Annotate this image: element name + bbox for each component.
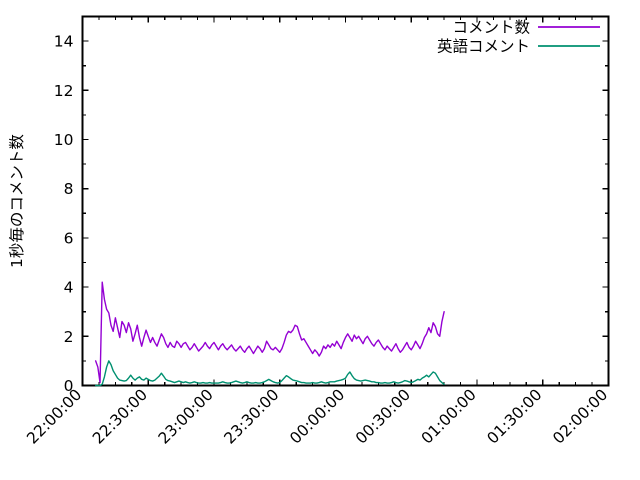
y-tick-label: 2 xyxy=(64,328,74,346)
y-tick-label: 14 xyxy=(54,33,74,51)
y-tick-label: 4 xyxy=(64,279,74,297)
y-tick-label: 12 xyxy=(54,82,74,100)
series-line-english-comments xyxy=(94,360,445,387)
x-tick-label: 01:00:00 xyxy=(418,386,480,448)
legend-label: 英語コメント xyxy=(437,38,530,56)
plot-frame xyxy=(81,15,610,387)
x-tick-label: 22:00:00 xyxy=(23,386,85,448)
x-tick-label: 22:30:00 xyxy=(89,386,151,448)
x-axis-tick-labels: 22:00:00 22:30:00 23:00:00 23:30:00 00:00:00… xyxy=(23,386,611,448)
x-tick-label: 00:30:00 xyxy=(352,386,414,448)
y-axis-title: 1秒毎のコメント数 xyxy=(8,134,26,268)
x-tick-label: 23:00:00 xyxy=(155,386,217,448)
y-tick-label: 10 xyxy=(54,131,74,149)
y-tick-label: 8 xyxy=(64,180,74,198)
y-tick-label: 0 xyxy=(64,377,74,395)
axis-tick-marks xyxy=(81,15,610,387)
x-tick-label: 02:00:00 xyxy=(549,386,611,448)
y-axis-tick-labels: 0 2 4 6 8 10 12 14 xyxy=(54,33,74,395)
x-tick-label: 00:00:00 xyxy=(286,386,348,448)
series-line-comments xyxy=(94,281,445,384)
y-tick-label: 6 xyxy=(64,229,74,247)
data-series-group xyxy=(94,281,445,387)
legend-label: コメント数 xyxy=(452,19,530,37)
x-tick-label: 01:30:00 xyxy=(484,386,546,448)
x-tick-label: 23:30:00 xyxy=(221,386,283,448)
